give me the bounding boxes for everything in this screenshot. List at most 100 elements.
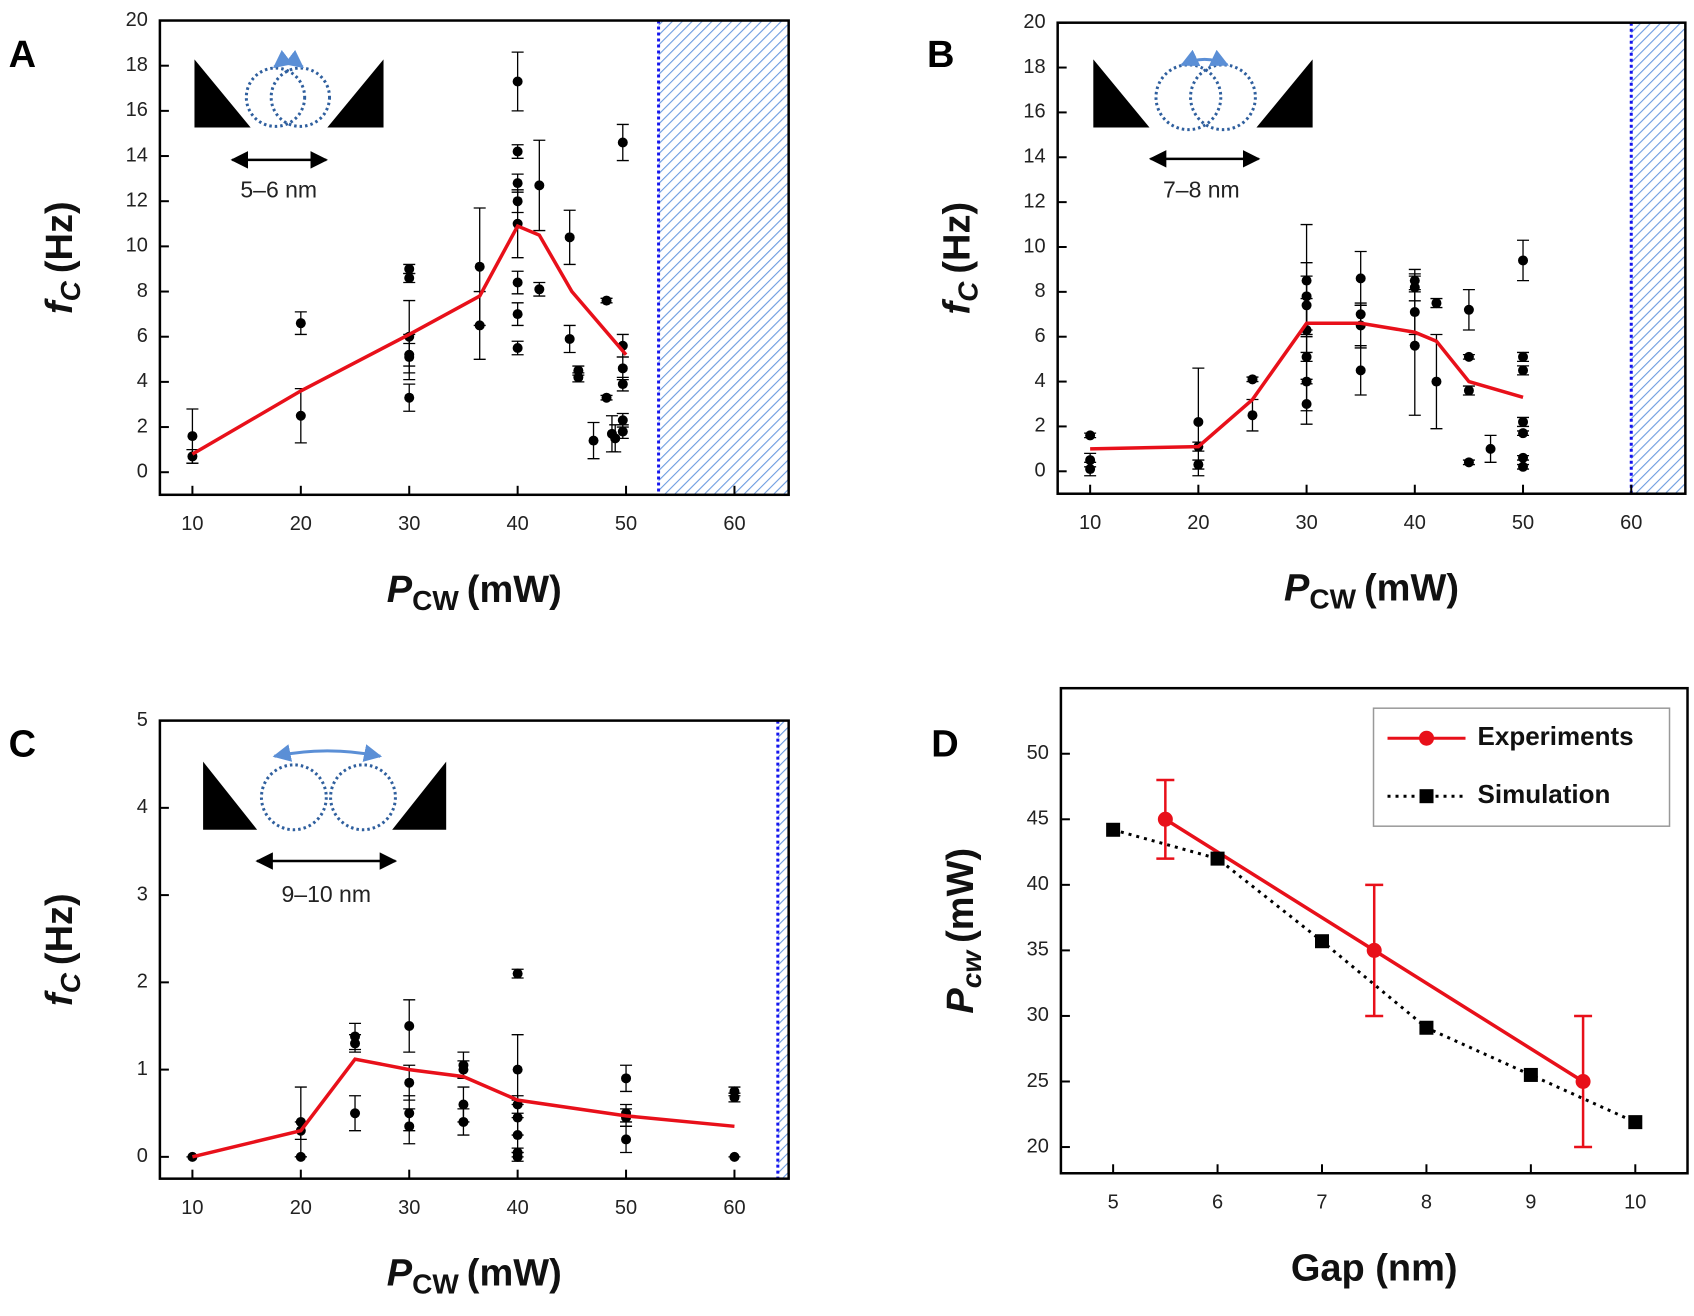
point: [1518, 428, 1529, 439]
y-tick-label: 4: [137, 796, 148, 818]
point: [1193, 416, 1204, 427]
series-line: [192, 1057, 735, 1159]
point: [512, 343, 523, 354]
axis-title-main: f: [39, 298, 81, 314]
point: [564, 333, 575, 344]
y-tick-label: 50: [1027, 742, 1049, 764]
y-tick-label: 0: [137, 461, 148, 483]
point: [1463, 385, 1474, 396]
y-tick-label: 10: [126, 235, 148, 257]
y-tick-label: 16: [126, 99, 148, 121]
point: [1463, 304, 1474, 315]
x-tick-label: 20: [290, 513, 312, 535]
point: [1301, 291, 1312, 302]
point: [1523, 1067, 1538, 1082]
x-tick-label: 60: [723, 513, 745, 535]
point: [1355, 365, 1366, 376]
axis-title-sub: CW: [412, 1269, 459, 1300]
tip-right: [327, 59, 384, 128]
point: [1419, 1020, 1434, 1035]
y-tick-label: 30: [1027, 1004, 1049, 1026]
particle: [259, 763, 328, 832]
point: [564, 232, 575, 243]
point: [610, 433, 621, 444]
y-tick-label: 5: [137, 709, 148, 731]
particle: [244, 66, 307, 128]
axis-title-main: P: [1284, 568, 1310, 610]
point: [295, 318, 306, 329]
point: [1106, 822, 1121, 837]
point: [621, 1134, 632, 1145]
x-tick-label: 40: [507, 513, 529, 535]
point: [1518, 452, 1529, 463]
x-tick-label: 10: [181, 513, 203, 535]
point: [1210, 851, 1225, 866]
point: [1301, 351, 1312, 362]
point: [512, 1064, 523, 1075]
legend-box: [1372, 707, 1671, 827]
y-tick-label: 2: [137, 971, 148, 993]
gap-label: 7–8 nm: [1163, 177, 1240, 203]
excluded-region: [777, 720, 789, 1179]
point: [1301, 399, 1312, 410]
particle: [1189, 63, 1257, 132]
y-tick-label: 20: [1023, 11, 1045, 33]
series-line: [1090, 321, 1524, 451]
point: [512, 968, 523, 979]
point: [573, 372, 584, 383]
x-tick-label: 6: [1212, 1192, 1223, 1214]
plot-frame: [158, 19, 790, 497]
point: [295, 1151, 306, 1162]
x-tick-label: 40: [1404, 512, 1426, 534]
y-tick-label: 6: [137, 325, 148, 347]
point: [617, 426, 628, 437]
y-tick-label: 3: [137, 883, 148, 905]
excluded-region: [658, 20, 789, 495]
tip-right: [392, 761, 447, 830]
axis-title: fC (Hz): [937, 202, 984, 315]
point: [1301, 376, 1312, 387]
axis-title-main: f: [937, 299, 979, 315]
series-line: [1112, 828, 1636, 1124]
y-tick-label: 20: [1027, 1135, 1049, 1157]
legend-marker: [1419, 730, 1435, 746]
y-tick-label: 25: [1027, 1070, 1049, 1092]
y-tick-label: 4: [1035, 370, 1046, 392]
point: [534, 284, 545, 295]
axis-title-unit: (mW): [1364, 568, 1459, 610]
axis-title-main: f: [39, 990, 81, 1006]
axis-title-main: P: [940, 988, 982, 1014]
point: [404, 1121, 415, 1132]
point: [1575, 1073, 1591, 1089]
axis-title-unit: (mW): [940, 848, 982, 943]
axis-title-sub: C: [55, 972, 86, 993]
x-tick-label: 10: [1079, 512, 1101, 534]
y-tick-label: 12: [126, 189, 148, 211]
point: [474, 320, 485, 331]
plot-frame: [158, 719, 790, 1180]
point: [1247, 374, 1258, 385]
point: [512, 178, 523, 189]
point: [729, 1092, 740, 1103]
point: [601, 392, 612, 403]
point: [1247, 410, 1258, 421]
axis-title: fC (Hz): [39, 893, 86, 1006]
point: [350, 1108, 361, 1119]
point: [404, 1020, 415, 1031]
legend-marker: [1419, 789, 1434, 804]
point: [512, 76, 523, 87]
y-tick-label: 2: [1035, 415, 1046, 437]
tip-left: [194, 59, 251, 128]
panel-label: D: [931, 723, 958, 765]
y-tick-label: 35: [1027, 939, 1049, 961]
point: [617, 363, 628, 374]
y-tick-label: 18: [1023, 56, 1045, 78]
point: [404, 392, 415, 403]
x-tick-label: 30: [398, 1197, 420, 1219]
axis-title-sub: CW: [412, 585, 459, 616]
excluded-region: [1631, 22, 1686, 494]
axis-title-main: P: [387, 1253, 413, 1295]
axis-title: fC (Hz): [39, 201, 86, 314]
y-tick-label: 10: [1023, 235, 1045, 257]
